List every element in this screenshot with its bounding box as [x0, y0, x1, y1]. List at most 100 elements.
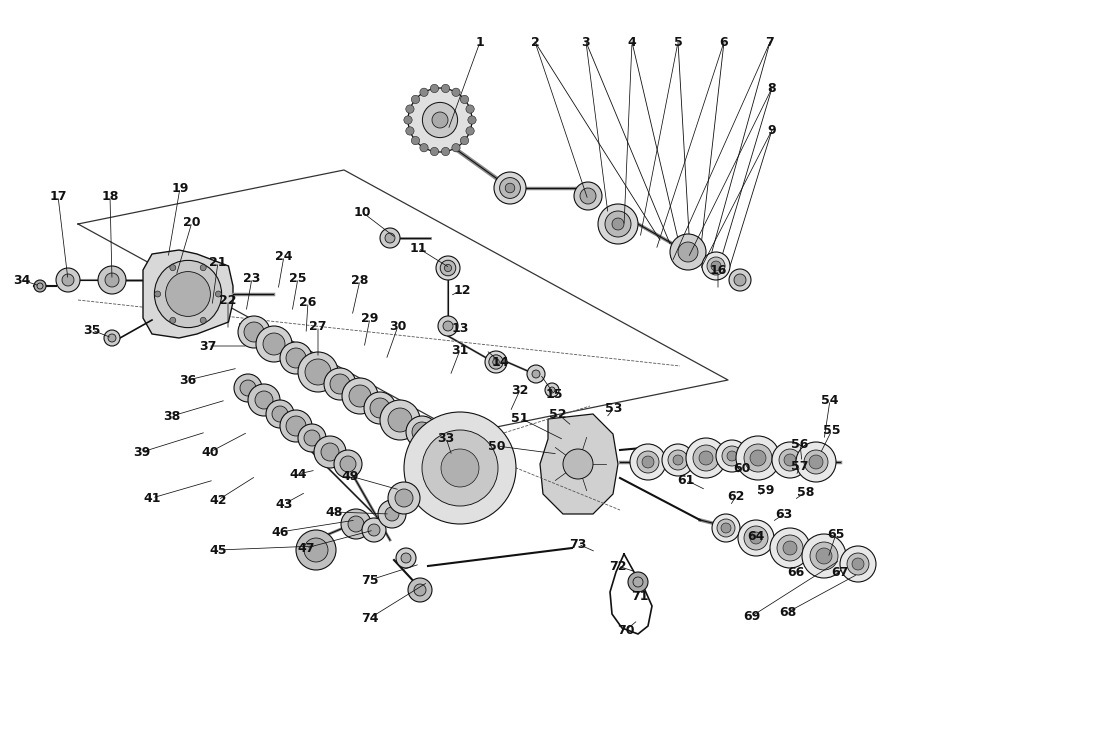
Circle shape: [56, 268, 80, 292]
Text: 36: 36: [180, 373, 196, 386]
Circle shape: [847, 553, 869, 575]
Text: 17: 17: [49, 189, 67, 202]
Text: 58: 58: [797, 486, 815, 498]
Circle shape: [286, 416, 306, 436]
Circle shape: [426, 426, 462, 462]
Circle shape: [108, 334, 116, 342]
Circle shape: [816, 548, 833, 564]
Text: 34: 34: [13, 274, 30, 286]
Circle shape: [244, 322, 264, 342]
Circle shape: [810, 542, 838, 570]
Circle shape: [234, 374, 262, 402]
Text: 72: 72: [609, 559, 627, 573]
Text: 30: 30: [389, 319, 406, 333]
Circle shape: [266, 400, 294, 428]
Circle shape: [492, 358, 499, 365]
Text: 67: 67: [831, 565, 848, 578]
Circle shape: [408, 88, 472, 152]
Circle shape: [256, 326, 292, 362]
Text: 25: 25: [289, 272, 307, 285]
Circle shape: [785, 454, 796, 466]
Circle shape: [362, 518, 386, 542]
Circle shape: [562, 449, 593, 479]
Text: 11: 11: [410, 241, 426, 255]
Circle shape: [381, 228, 400, 248]
Circle shape: [802, 534, 846, 578]
Circle shape: [783, 541, 797, 555]
Circle shape: [321, 443, 339, 461]
Text: 13: 13: [451, 322, 469, 334]
Circle shape: [406, 105, 414, 113]
Circle shape: [105, 273, 119, 287]
Text: 54: 54: [821, 394, 839, 406]
Text: 39: 39: [134, 445, 151, 459]
Circle shape: [420, 88, 429, 96]
Text: 21: 21: [210, 255, 227, 269]
Circle shape: [489, 355, 503, 369]
Circle shape: [170, 317, 176, 323]
Text: 56: 56: [791, 437, 809, 450]
Circle shape: [702, 252, 730, 280]
Circle shape: [637, 451, 660, 473]
Circle shape: [412, 136, 420, 145]
Circle shape: [314, 436, 346, 468]
Circle shape: [461, 136, 469, 145]
Circle shape: [527, 365, 545, 383]
Text: 26: 26: [299, 295, 317, 308]
Circle shape: [670, 234, 706, 270]
Circle shape: [334, 450, 362, 478]
Text: 37: 37: [200, 339, 217, 353]
Circle shape: [686, 438, 727, 478]
Circle shape: [721, 523, 731, 533]
Circle shape: [280, 342, 312, 374]
Circle shape: [734, 274, 745, 286]
Text: 38: 38: [163, 409, 181, 422]
Circle shape: [441, 449, 479, 487]
Circle shape: [248, 384, 280, 416]
Circle shape: [406, 127, 414, 135]
Circle shape: [385, 507, 400, 521]
Text: 23: 23: [243, 272, 261, 285]
Text: 44: 44: [289, 467, 307, 481]
Text: 33: 33: [437, 431, 454, 445]
Circle shape: [750, 532, 762, 544]
Circle shape: [200, 317, 206, 323]
Circle shape: [452, 88, 460, 96]
Circle shape: [433, 433, 455, 455]
Circle shape: [304, 538, 328, 562]
Circle shape: [98, 266, 126, 294]
Text: 32: 32: [511, 383, 529, 397]
Circle shape: [37, 283, 44, 289]
Text: 9: 9: [768, 124, 777, 136]
Circle shape: [340, 456, 356, 472]
Circle shape: [305, 359, 331, 385]
Circle shape: [804, 450, 828, 474]
Circle shape: [442, 85, 450, 93]
Circle shape: [796, 442, 836, 482]
Circle shape: [304, 430, 320, 446]
Text: 18: 18: [102, 189, 118, 202]
Circle shape: [708, 257, 725, 275]
Circle shape: [465, 127, 474, 135]
Circle shape: [461, 95, 469, 104]
Circle shape: [170, 265, 176, 271]
Circle shape: [215, 291, 221, 297]
Text: 16: 16: [710, 263, 727, 277]
Circle shape: [642, 456, 654, 468]
Circle shape: [404, 412, 516, 524]
Circle shape: [777, 535, 804, 561]
Circle shape: [412, 95, 420, 104]
Circle shape: [406, 416, 437, 448]
Circle shape: [598, 204, 638, 244]
Text: 62: 62: [728, 489, 744, 503]
Circle shape: [444, 264, 452, 272]
Circle shape: [263, 333, 285, 355]
Text: 31: 31: [451, 344, 469, 356]
Circle shape: [240, 380, 256, 396]
Text: 63: 63: [776, 508, 792, 520]
Circle shape: [432, 112, 448, 128]
Circle shape: [679, 242, 698, 262]
Circle shape: [549, 387, 555, 393]
Circle shape: [485, 351, 507, 373]
Circle shape: [371, 398, 389, 418]
